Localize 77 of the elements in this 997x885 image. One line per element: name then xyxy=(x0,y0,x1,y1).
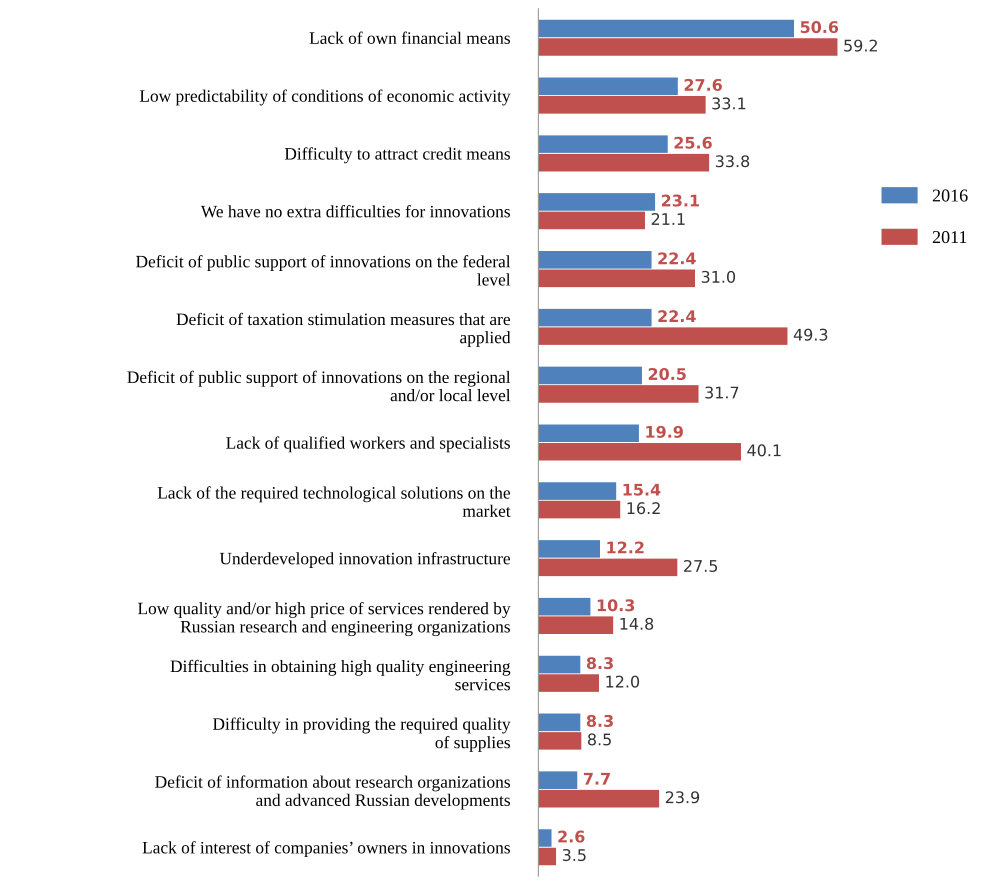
bar xyxy=(538,790,660,808)
y-tick-label: Low quality and/or high price of services rendered by Russian research and engineering organizations xyxy=(138,602,511,636)
data-label: 14.8 xyxy=(620,618,654,630)
y-tick-label: Deficit of public support of innovations on the federal level xyxy=(136,255,510,286)
bar xyxy=(538,656,580,674)
y-tick-label: Low predictability of conditions of economic activity xyxy=(140,89,511,106)
data-label: 8.3 xyxy=(586,714,613,727)
data-label: 49.3 xyxy=(794,328,828,341)
data-label: 19.9 xyxy=(646,426,683,438)
bar xyxy=(538,251,652,269)
y-tick-label: Lack of qualified workers and specialists xyxy=(226,436,510,452)
y-tick-label: We have no extra difficulties for innovations xyxy=(200,205,510,218)
data-label: 15.4 xyxy=(624,484,660,496)
bar xyxy=(538,385,699,403)
data-label: 22.4 xyxy=(658,310,696,322)
y-tick-label: Underdeveloped innovation infrastructure xyxy=(220,552,510,568)
legend-label: 2011 xyxy=(932,230,966,244)
bar xyxy=(538,714,580,732)
bar xyxy=(538,38,838,56)
bar xyxy=(538,500,620,518)
legend-label: 2016 xyxy=(932,189,968,202)
bar xyxy=(538,771,578,789)
bar xyxy=(538,270,696,288)
bar xyxy=(538,442,741,461)
data-label: 33.1 xyxy=(712,97,746,110)
data-label: 59.2 xyxy=(844,40,877,52)
data-label: 7.7 xyxy=(584,772,610,785)
data-label: 31.7 xyxy=(705,386,738,399)
y-tick-label: Lack of the required technological solutions on the market xyxy=(158,486,510,517)
bar xyxy=(538,616,614,634)
y-tick-label: Deficit of taxation stimulation measures that are applied xyxy=(176,312,510,347)
y-tick-label: Difficulty in providing the required quality of supplies xyxy=(212,718,511,752)
data-label: 50.6 xyxy=(800,21,838,34)
bar xyxy=(538,598,590,616)
data-label: 33.8 xyxy=(716,155,750,168)
y-tick-label: Lack of interest of companies’ owners in innovations xyxy=(142,841,510,858)
bar xyxy=(538,20,794,38)
data-label: 27.6 xyxy=(684,78,722,91)
data-label: 16.2 xyxy=(628,502,660,514)
data-label: 12.2 xyxy=(607,541,644,554)
data-label: 10.3 xyxy=(598,599,634,612)
bar xyxy=(538,540,600,558)
bar xyxy=(538,848,556,866)
data-label: 8.3 xyxy=(586,657,613,670)
data-label: 21.1 xyxy=(652,213,685,225)
bar xyxy=(538,424,639,442)
data-label: 31.0 xyxy=(702,270,736,283)
data-label: 23.1 xyxy=(662,194,699,207)
bar xyxy=(538,308,652,326)
bar xyxy=(538,154,710,172)
y-tick-label: Difficulty to attract credit means xyxy=(284,147,510,164)
data-label: 25.6 xyxy=(674,136,712,149)
bar xyxy=(538,193,656,211)
data-label: 20.5 xyxy=(648,368,686,380)
data-label: 8.5 xyxy=(588,733,611,746)
data-label: 23.9 xyxy=(666,791,700,804)
bar xyxy=(538,78,678,96)
bar xyxy=(538,674,600,692)
bar xyxy=(538,482,616,500)
data-label: 22.4 xyxy=(658,252,696,264)
data-label: 27.5 xyxy=(684,560,718,572)
y-tick-label: Deficit of information about research organizations and advanced Russian developments xyxy=(155,775,510,810)
bar xyxy=(538,732,582,750)
data-label: 12.0 xyxy=(606,676,640,688)
bar xyxy=(538,366,642,384)
bar xyxy=(538,212,645,230)
y-tick-label: Difficulties in obtaining high quality engineering services xyxy=(170,660,510,690)
bar xyxy=(538,829,552,847)
bar xyxy=(538,135,668,153)
data-label: 3.5 xyxy=(562,849,586,862)
bar xyxy=(538,558,678,576)
data-label: 2.6 xyxy=(558,830,585,843)
bar xyxy=(538,96,706,114)
y-tick-label: Deficit of public support of innovations on the regional and/or local level xyxy=(127,370,510,402)
data-label: 40.1 xyxy=(747,444,781,456)
bar xyxy=(538,327,788,345)
y-tick-label: Lack of own financial means xyxy=(310,32,510,44)
